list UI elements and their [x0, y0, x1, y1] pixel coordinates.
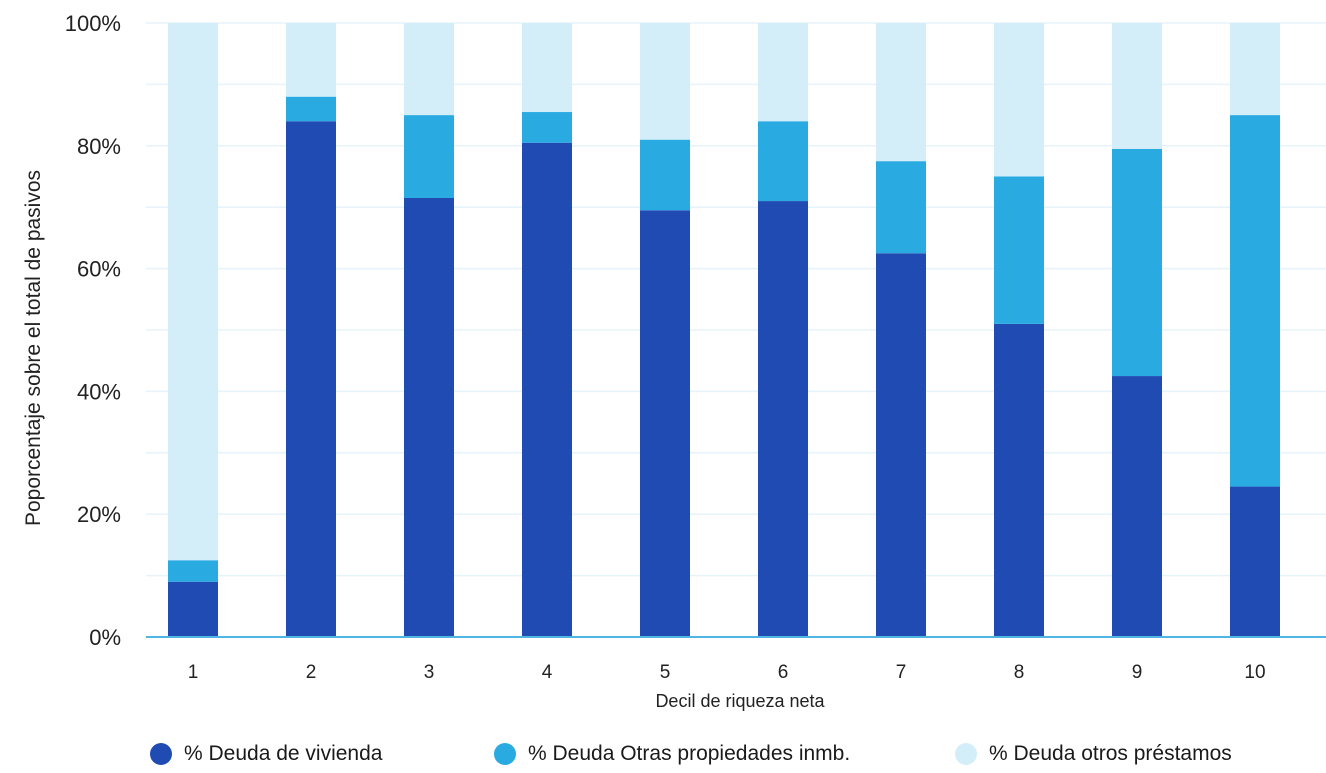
bar-segment-3-decil-7	[876, 23, 926, 162]
bar-segment-3-decil-4	[522, 23, 572, 113]
legend-item-otros-prestamos: % Deuda otros préstamos	[955, 742, 1232, 766]
bar-segment-2-decil-6	[758, 121, 808, 202]
legend-swatch	[494, 743, 516, 765]
bar-segment-1-decil-7	[876, 253, 926, 637]
bar-segment-1-decil-3	[404, 197, 454, 638]
bar-segment-2-decil-9	[1112, 148, 1162, 377]
x-tick-label: 5	[660, 662, 671, 683]
bar-segment-1-decil-6	[758, 201, 808, 637]
x-tick-label: 1	[188, 662, 199, 683]
x-tick-label: 9	[1132, 662, 1143, 683]
x-tick-label: 7	[896, 662, 907, 683]
bar-segment-1-decil-2	[286, 121, 336, 638]
bar-segment-2-decil-1	[168, 560, 218, 582]
legend-label: % Deuda Otras propiedades inmb.	[528, 742, 851, 765]
bar-segment-1-decil-8	[994, 323, 1044, 637]
bar-segment-2-decil-10	[1230, 115, 1280, 487]
bar-segment-2-decil-5	[640, 139, 690, 211]
bar-segment-2-decil-3	[404, 115, 454, 198]
bar-segment-3-decil-9	[1112, 23, 1162, 149]
bar-segment-3-decil-6	[758, 23, 808, 122]
x-tick-label: 2	[306, 662, 317, 683]
bar-segment-1-decil-10	[1230, 486, 1280, 637]
x-tick-label: 6	[778, 662, 789, 683]
bar-segment-1-decil-9	[1112, 376, 1162, 637]
bar-segment-2-decil-4	[522, 112, 572, 143]
bar-segment-2-decil-2	[286, 96, 336, 122]
x-tick-label: 4	[542, 662, 553, 683]
bar-segment-1-decil-5	[640, 210, 690, 637]
bar-segment-2-decil-8	[994, 176, 1044, 324]
x-axis-title: Decil de riqueza neta	[655, 691, 825, 711]
stacked-bar-chart: 0% 20% 40% 60% 80% 100% 1 2 3 4 5 6 7 8 9 10 Decil de …	[22, 11, 1326, 711]
y-tick-label: 0%	[89, 625, 121, 650]
y-tick-label: 80%	[77, 134, 121, 159]
legend-item-otras-propiedades: % Deuda Otras propiedades inmb.	[494, 742, 850, 766]
y-axis-title: Poporcentaje sobre el total de pasivos	[22, 170, 45, 526]
bar-segment-1-decil-1	[168, 581, 218, 637]
legend-item-vivienda: % Deuda de vivienda	[150, 742, 382, 766]
x-tick-label: 10	[1244, 662, 1265, 683]
legend-swatch	[150, 743, 172, 765]
bar-segment-3-decil-1	[168, 23, 218, 561]
bar-segment-3-decil-10	[1230, 23, 1280, 116]
bar-segment-3-decil-8	[994, 23, 1044, 177]
legend-swatch	[955, 743, 977, 765]
bar-segment-3-decil-3	[404, 23, 454, 116]
legend: % Deuda de vivienda % Deuda Otras propie…	[0, 742, 1326, 773]
bar-segment-3-decil-5	[640, 23, 690, 140]
y-tick-label: 60%	[77, 257, 121, 282]
y-tick-label: 40%	[77, 379, 121, 404]
y-tick-label: 100%	[65, 11, 121, 36]
bar-segment-3-decil-2	[286, 23, 336, 97]
legend-label: % Deuda de vivienda	[184, 742, 383, 765]
bar-segment-1-decil-4	[522, 142, 572, 638]
legend-label: % Deuda otros préstamos	[989, 742, 1232, 765]
y-tick-labels: 0% 20% 40% 60% 80% 100%	[65, 11, 121, 650]
bar-segment-2-decil-7	[876, 161, 926, 254]
x-tick-label: 8	[1014, 662, 1025, 683]
x-tick-labels: 1 2 3 4 5 6 7 8 9 10	[188, 662, 1266, 683]
bars	[168, 23, 1280, 638]
y-tick-label: 20%	[77, 502, 121, 527]
x-tick-label: 3	[424, 662, 435, 683]
